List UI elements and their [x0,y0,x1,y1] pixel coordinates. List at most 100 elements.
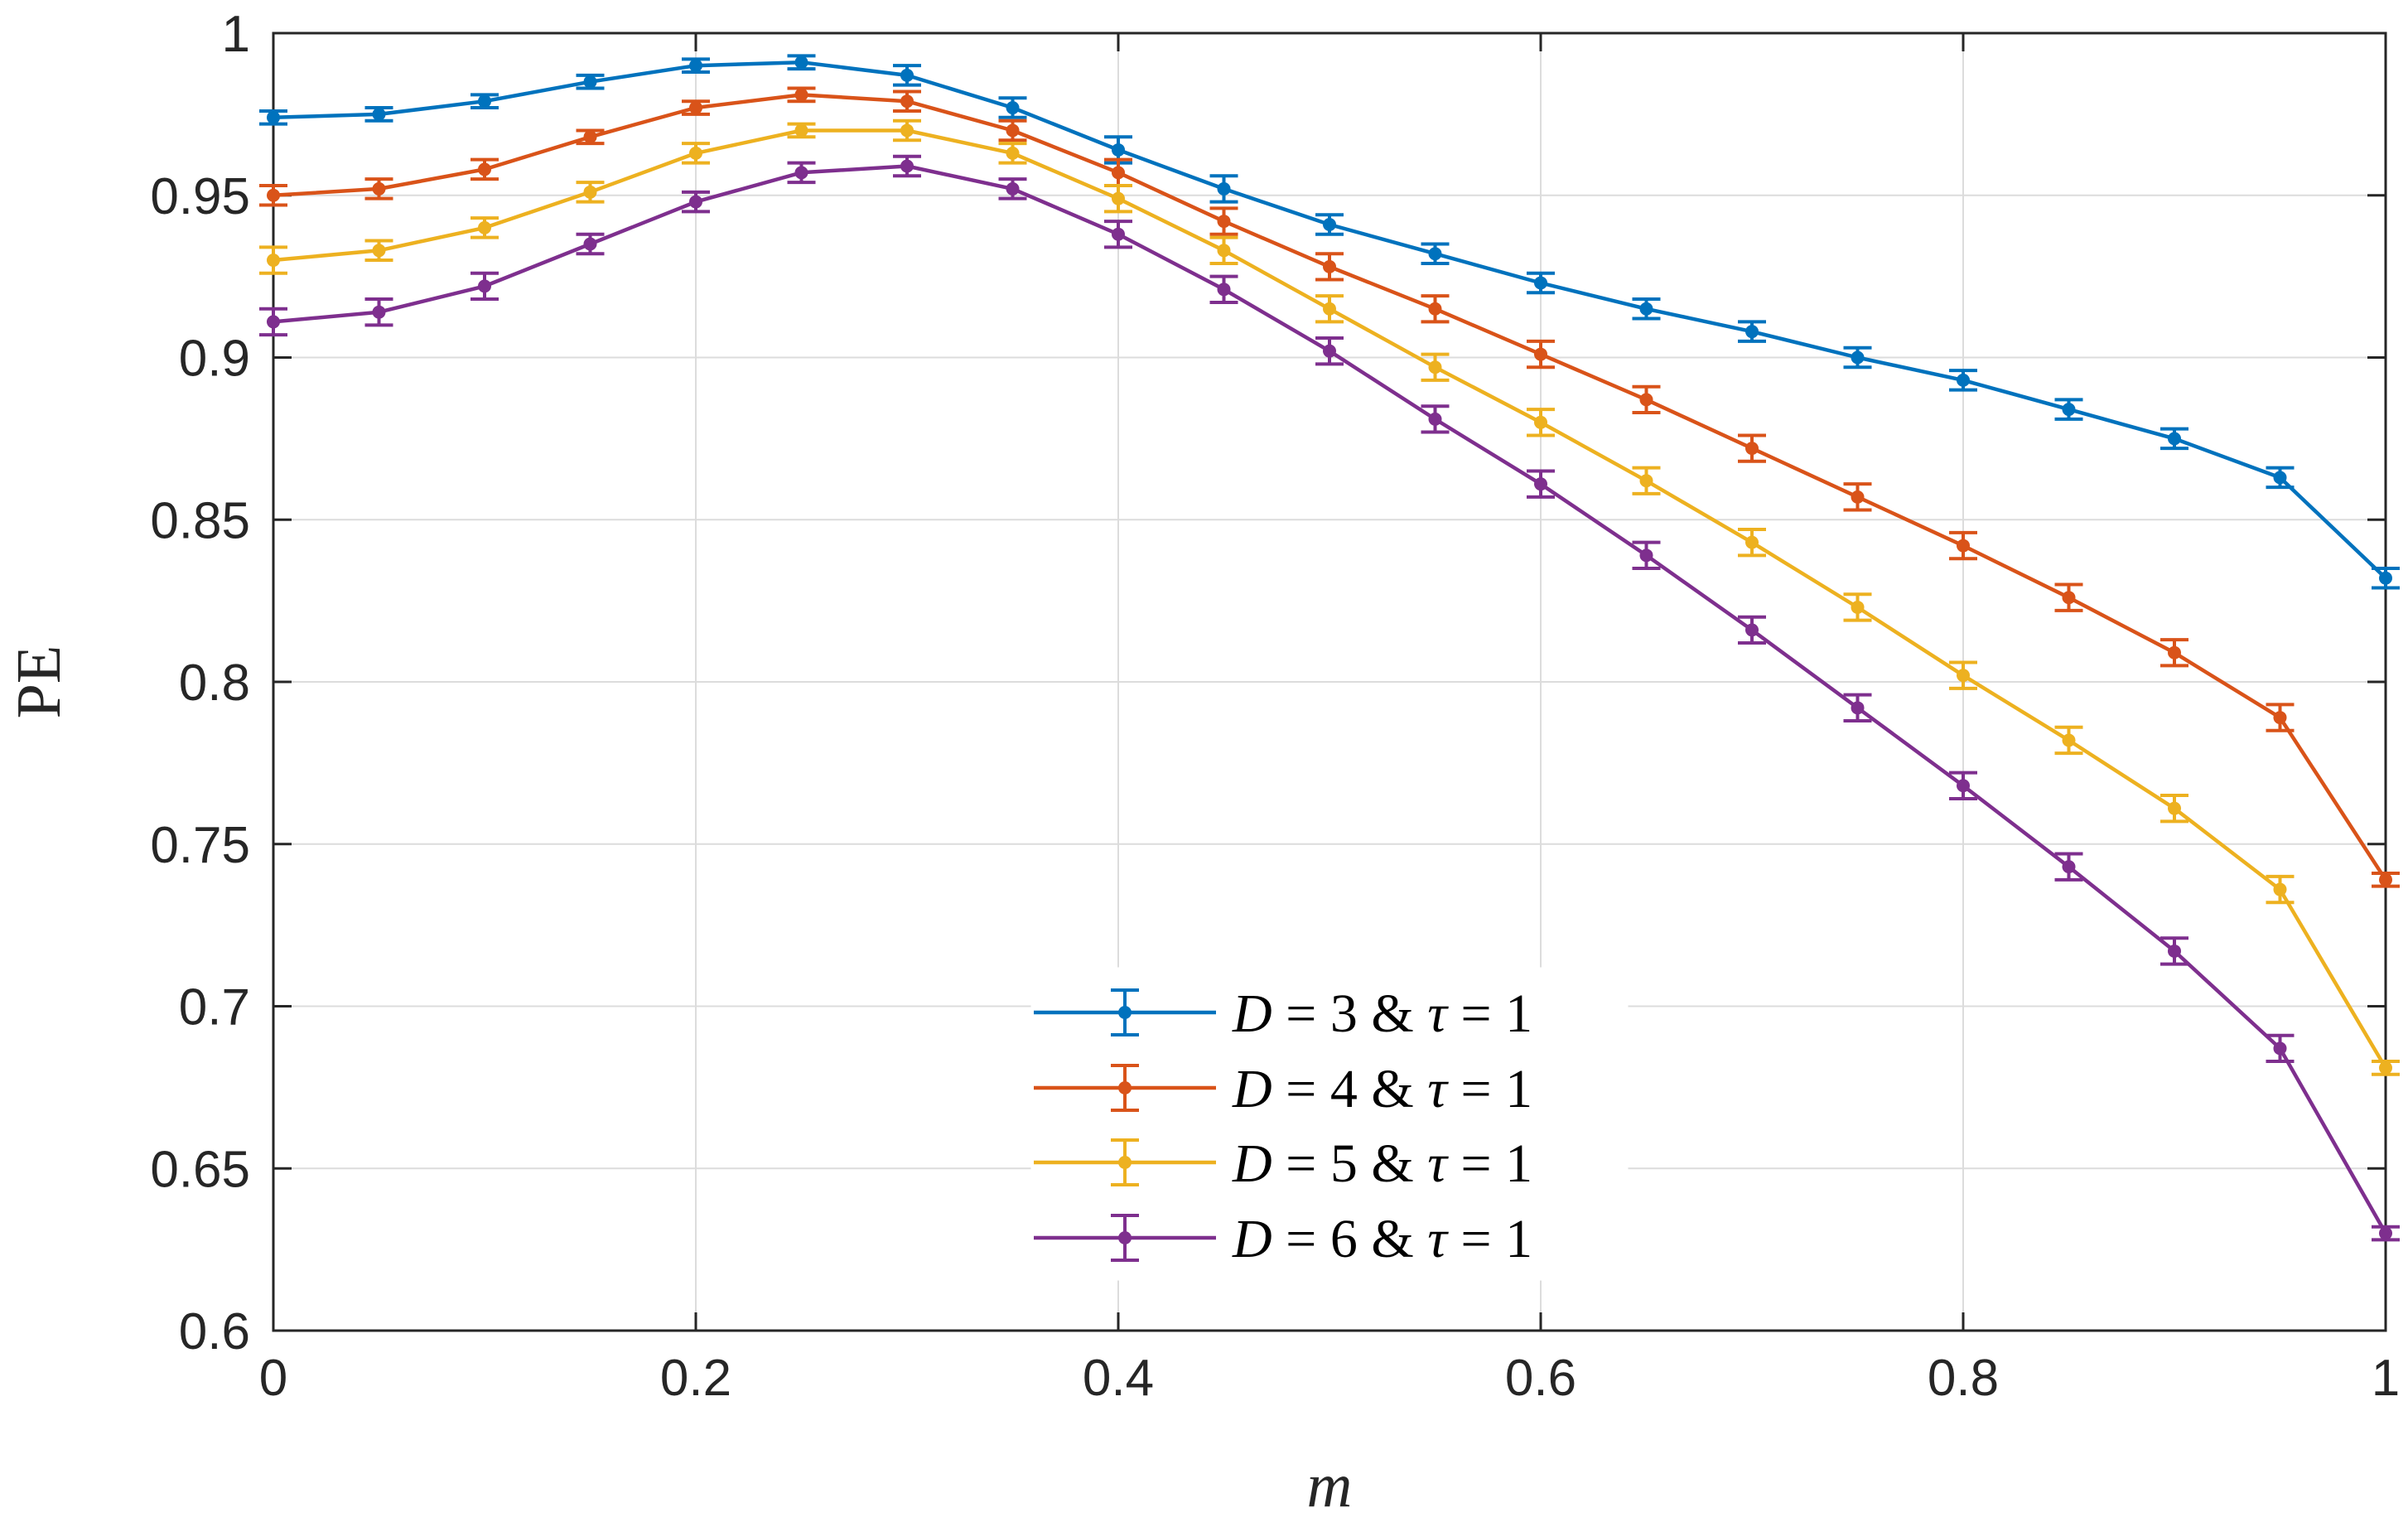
series-2 [259,86,2400,888]
x-tick-label: 0.8 [1928,1350,1999,1407]
x-tick-label: 0.2 [660,1350,731,1407]
data-point [372,107,386,121]
data-point [1323,302,1336,316]
legend-label: D = 6 & τ = 1 [1232,1209,1532,1269]
data-point [1428,412,1442,426]
legend-box [1030,967,1629,1281]
data-point [1957,669,1970,683]
y-tick-label: 0.85 [150,492,250,549]
data-point [794,88,808,102]
legend-entry-1: D = 3 & τ = 1 [1034,983,1532,1044]
legend-entry-3: D = 5 & τ = 1 [1034,1133,1532,1194]
data-point [1323,217,1336,231]
data-point [1112,191,1125,205]
data-point [2379,872,2392,887]
data-point [689,59,702,73]
data-point [1745,535,1759,549]
data-point [583,130,597,144]
data-point [267,188,280,202]
data-point [1851,701,1865,715]
data-point [1639,302,1653,316]
data-point [900,159,914,173]
data-point [900,68,914,82]
data-point [1745,623,1759,637]
data-point [1006,181,1020,196]
data-point [1428,302,1442,316]
data-point [372,244,386,258]
legend-entry-2: D = 4 & τ = 1 [1034,1059,1532,1119]
data-point [267,254,280,268]
data-point [1957,539,1970,553]
data-point [372,181,386,196]
data-point [1534,415,1547,429]
data-point [583,75,597,89]
data-point [478,220,491,234]
data-point [1534,477,1547,491]
data-point [583,185,597,199]
data-point [2062,860,2076,874]
data-point [1217,283,1231,297]
data-point [2168,432,2181,446]
data-point [2062,403,2076,417]
data-point [1639,393,1653,407]
data-point [2168,645,2181,660]
data-point [1217,244,1231,258]
y-tick-label: 1 [222,6,250,63]
series-4 [259,154,2400,1242]
data-point [689,146,702,160]
data-point [1112,166,1125,180]
data-point [2379,1061,2392,1075]
data-point [794,123,808,138]
data-point [1851,350,1865,365]
data-point [1217,181,1231,196]
data-point [2273,711,2287,725]
data-point [583,237,597,251]
legend-marker [1118,1231,1132,1244]
data-point [2062,733,2076,747]
data-point [1006,101,1020,115]
data-point [900,123,914,138]
data-point [1957,373,1970,387]
legend-entry-4: D = 6 & τ = 1 [1034,1209,1532,1269]
data-point [1534,276,1547,290]
y-axis-label: PE [4,645,74,719]
y-tick-label: 0.6 [179,1303,250,1360]
data-point [794,56,808,70]
data-point [900,94,914,109]
legend-label: D = 4 & τ = 1 [1232,1059,1532,1119]
legend-label: D = 3 & τ = 1 [1232,983,1532,1044]
data-point [2273,1041,2287,1056]
x-tick-label: 0.4 [1083,1350,1154,1407]
series-layer [259,54,2400,1242]
y-tick-label: 0.75 [150,817,250,874]
data-point [2273,882,2287,896]
data-point [372,305,386,319]
data-point [2379,571,2392,585]
data-point [1745,442,1759,456]
data-point [1534,347,1547,361]
data-point [2168,944,2181,958]
data-point [1957,779,1970,793]
y-tick-label: 0.8 [179,655,250,712]
x-tick-labels: 0 0.2 0.4 0.6 0.8 1 [259,1350,2400,1407]
data-point [1323,259,1336,273]
data-point [1745,325,1759,339]
y-tick-label: 0.9 [179,331,250,388]
x-axis-label: m [1307,1451,1353,1520]
data-point [2062,591,2076,605]
data-point [1639,548,1653,563]
legend-label: D = 5 & τ = 1 [1232,1133,1532,1194]
data-point [267,110,280,124]
y-tick-label: 0.65 [150,1141,250,1198]
data-point [794,166,808,180]
data-point [1323,344,1336,358]
legend-marker [1118,1006,1132,1019]
data-point [1428,247,1442,261]
y-tick-label: 0.95 [150,168,250,225]
data-point [1851,600,1865,614]
legend-marker [1118,1156,1132,1169]
y-tick-labels: 0.6 0.65 0.7 0.75 0.8 0.85 0.9 0.95 1 [150,6,250,1360]
data-point [2168,801,2181,815]
series-3 [259,118,2400,1076]
